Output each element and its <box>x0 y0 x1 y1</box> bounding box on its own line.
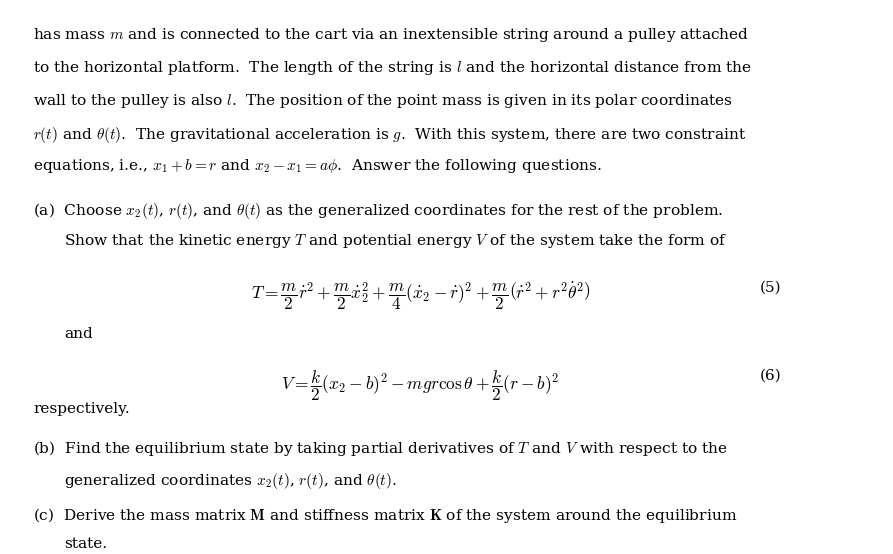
Text: has mass $m$ and is connected to the cart via an inextensible string around a pu: has mass $m$ and is connected to the car… <box>33 26 748 44</box>
Text: $V = \dfrac{k}{2}(x_2 - b)^2 - mgr\cos\theta + \dfrac{k}{2}(r - b)^2$: $V = \dfrac{k}{2}(x_2 - b)^2 - mgr\cos\t… <box>281 368 559 402</box>
Text: state.: state. <box>64 536 107 550</box>
Text: $r(t)$ and $\theta(t)$.  The gravitational acceleration is $g$.  With this syste: $r(t)$ and $\theta(t)$. The gravitationa… <box>33 124 746 145</box>
Text: and: and <box>64 327 93 341</box>
Text: to the horizontal platform.  The length of the string is $l$ and the horizontal : to the horizontal platform. The length o… <box>33 59 752 76</box>
Text: Show that the kinetic energy $T$ and potential energy $V$ of the system take the: Show that the kinetic energy $T$ and pot… <box>64 232 727 250</box>
Text: respectively.: respectively. <box>33 402 129 416</box>
Text: generalized coordinates $x_2(t)$, $r(t)$, and $\theta(t)$.: generalized coordinates $x_2(t)$, $r(t)$… <box>64 470 396 490</box>
Text: (5): (5) <box>759 280 780 294</box>
Text: (6): (6) <box>759 368 780 382</box>
Text: equations, i.e., $x_1 + b = r$ and $x_2 - x_1 = a\phi$.  Answer the following qu: equations, i.e., $x_1 + b = r$ and $x_2 … <box>33 157 601 175</box>
Text: (a)  Choose $x_2(t)$, $r(t)$, and $\theta(t)$ as the generalized coordinates for: (a) Choose $x_2(t)$, $r(t)$, and $\theta… <box>33 201 722 221</box>
Text: $T = \dfrac{m}{2}\dot{r}^2 + \dfrac{m}{2}\dot{x}_2^2 + \dfrac{m}{4}(\dot{x}_2 - : $T = \dfrac{m}{2}\dot{r}^2 + \dfrac{m}{2… <box>251 280 589 311</box>
Text: wall to the pulley is also $l$.  The position of the point mass is given in its : wall to the pulley is also $l$. The posi… <box>33 91 732 110</box>
Text: (b)  Find the equilibrium state by taking partial derivatives of $T$ and $V$ wit: (b) Find the equilibrium state by taking… <box>33 439 728 458</box>
Text: (c)  Derive the mass matrix $\mathbf{M}$ and stiffness matrix $\mathbf{K}$ of th: (c) Derive the mass matrix $\mathbf{M}$ … <box>33 505 737 525</box>
